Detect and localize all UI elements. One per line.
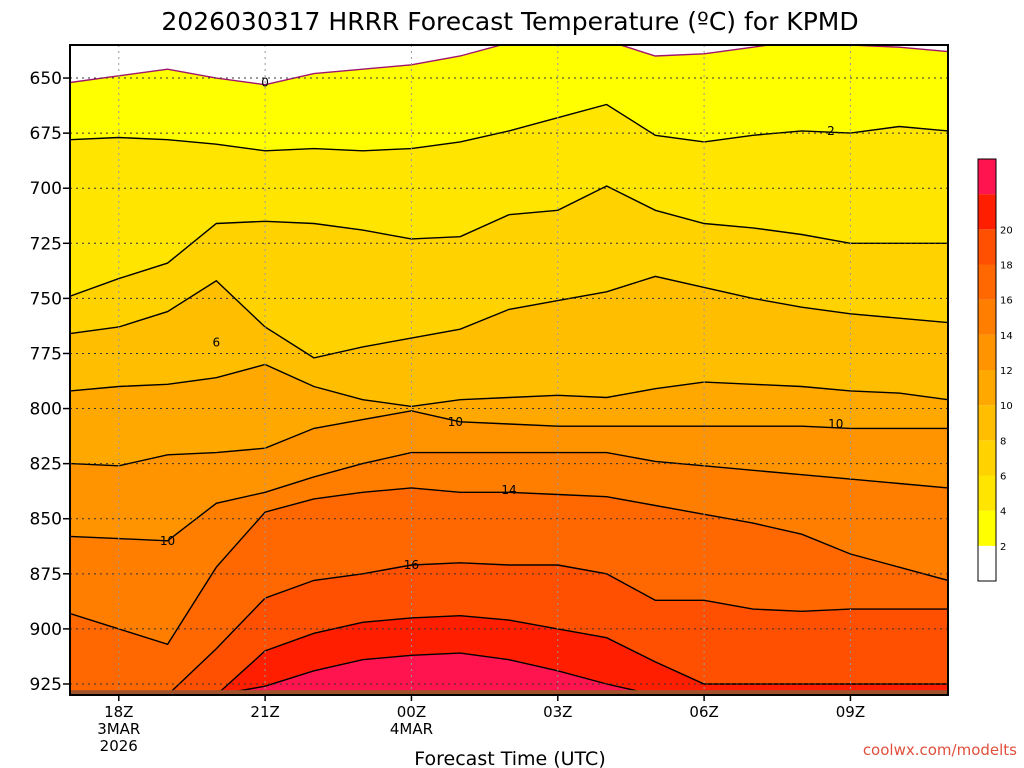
x-tick-label: 03Z — [543, 703, 572, 721]
isotherm-20c — [70, 652, 948, 695]
x-tick-label: 2026 — [100, 737, 138, 755]
band-below-0c — [70, 45, 948, 85]
y-tick-label: 725 — [30, 234, 62, 254]
isotherm-12c — [70, 451, 948, 542]
grid-lines — [70, 45, 948, 695]
chart-title: 2026030317 HRRR Forecast Temperature (ºC… — [161, 7, 858, 36]
isotherm-6c — [70, 275, 948, 359]
credit-text: coolwx.com/modelts — [863, 741, 1017, 759]
colorbar-label: 16 — [1000, 296, 1013, 307]
y-tick-label: 650 — [30, 69, 62, 89]
x-tick-label: 3MAR — [97, 720, 140, 738]
isotherm-lines — [70, 45, 948, 695]
isotherm-4c — [70, 185, 948, 297]
contour-label: 10 — [828, 417, 843, 431]
temperature-fills — [70, 45, 948, 695]
x-tick-label: 09Z — [836, 703, 865, 721]
colorbar-label: 20 — [1000, 225, 1013, 236]
colorbar-label: 10 — [1000, 401, 1013, 412]
y-tick-label: 875 — [30, 565, 62, 585]
colorbar-label: 12 — [1000, 366, 1013, 377]
colorbar-swatch — [978, 159, 996, 195]
y-tick-label: 675 — [30, 124, 62, 144]
isotherm-0c — [70, 45, 948, 86]
x-tick-label: 21Z — [250, 703, 279, 721]
y-tick-label: 850 — [30, 510, 62, 530]
contour-label: 10 — [160, 534, 175, 548]
colorbar-swatch — [978, 370, 996, 406]
contour-label: 0 — [261, 75, 269, 89]
y-tick-label: 825 — [30, 455, 62, 475]
colorbar-swatch — [978, 334, 996, 370]
isotherm-2c — [70, 103, 948, 152]
contour-label: 2 — [827, 124, 835, 138]
y-tick-label: 900 — [30, 620, 62, 640]
colorbar-swatch — [978, 545, 996, 581]
colorbar-label: 8 — [1000, 436, 1006, 447]
colorbar-label: 2 — [1000, 542, 1006, 553]
y-tick-label: 750 — [30, 289, 62, 309]
colorbar-swatch — [978, 264, 996, 300]
colorbar-swatch — [978, 440, 996, 476]
contour-labels: 0 2 6 10 10 10 14 16 — [160, 75, 844, 572]
x-tick-label: 18Z — [104, 703, 133, 721]
surface-layer — [70, 690, 948, 695]
colorbar-swatch — [978, 405, 996, 441]
y-axis-ticks: 650 675 700 725 750 775 800 825 850 875 900 925 — [30, 69, 70, 695]
x-tick-label: 00Z — [397, 703, 426, 721]
contour-label: 14 — [501, 483, 516, 497]
colorbar-swatch — [978, 194, 996, 230]
colorbar-swatch — [978, 510, 996, 546]
y-tick-label: 925 — [30, 675, 62, 695]
isotherm-8c — [70, 363, 948, 408]
y-tick-label: 700 — [30, 179, 62, 199]
x-tick-label: 06Z — [689, 703, 718, 721]
y-tick-label: 775 — [30, 344, 62, 364]
colorbar-swatch — [978, 229, 996, 265]
isotherm-16c — [70, 562, 948, 695]
colorbar-label: 6 — [1000, 472, 1006, 483]
colorbar-label: 4 — [1000, 507, 1006, 518]
surface-ground — [70, 690, 948, 695]
isotherm-18c — [70, 614, 948, 695]
contour-label: 16 — [404, 558, 419, 572]
plot-frame — [69, 44, 949, 696]
isotherm-10c — [70, 410, 948, 467]
isotherm-14c — [70, 487, 948, 646]
x-axis-label: Forecast Time (UTC) — [414, 748, 605, 768]
colorbar-swatch — [978, 475, 996, 511]
colorbar-frame — [977, 158, 997, 582]
contour-label: 6 — [213, 335, 221, 349]
colorbar-label: 18 — [1000, 261, 1013, 272]
contour-label: 10 — [448, 415, 463, 429]
colorbar-label: 14 — [1000, 331, 1013, 342]
x-tick-label: 4MAR — [390, 720, 433, 738]
colorbar-swatch — [978, 299, 996, 335]
colorbar: 2 4 6 8 10 12 14 16 18 20 — [977, 158, 1013, 582]
y-tick-label: 800 — [30, 400, 62, 420]
